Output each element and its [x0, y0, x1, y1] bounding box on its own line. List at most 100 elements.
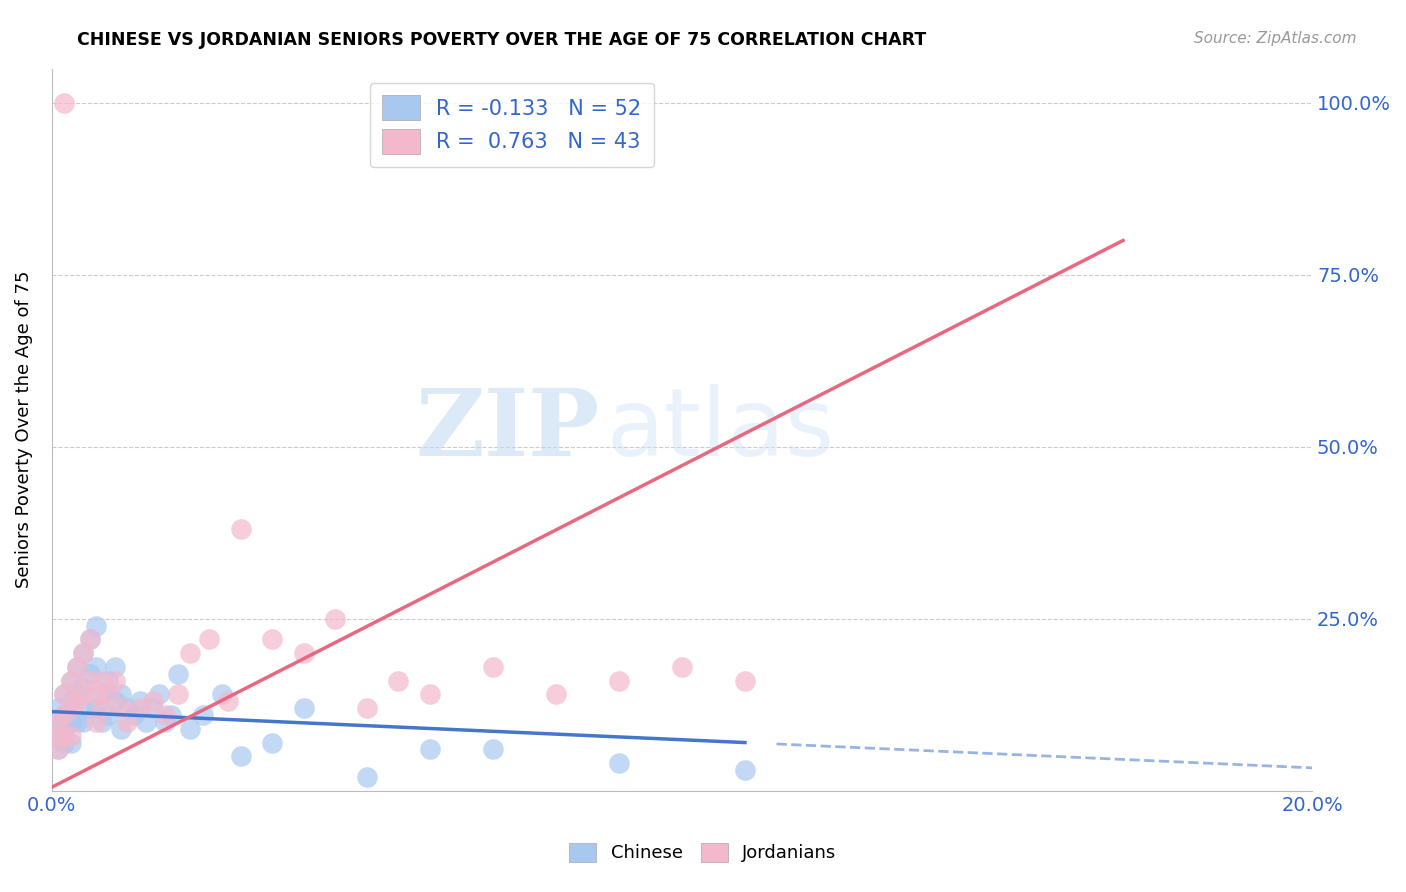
Point	[356, 701, 378, 715]
Point	[72, 687, 94, 701]
Point	[135, 714, 157, 729]
Text: atlas: atlas	[606, 384, 835, 475]
Point	[262, 632, 284, 647]
Point	[482, 660, 505, 674]
Point	[97, 673, 120, 688]
Point	[104, 660, 127, 674]
Point	[419, 742, 441, 756]
Point	[46, 742, 69, 756]
Point	[91, 701, 114, 715]
Point	[734, 673, 756, 688]
Point	[104, 694, 127, 708]
Point	[66, 660, 89, 674]
Point	[211, 687, 233, 701]
Point	[53, 687, 76, 701]
Point	[166, 687, 188, 701]
Point	[142, 701, 165, 715]
Point	[179, 722, 201, 736]
Point	[325, 612, 347, 626]
Point	[419, 687, 441, 701]
Point	[46, 701, 69, 715]
Point	[110, 722, 132, 736]
Point	[122, 708, 145, 723]
Point	[356, 770, 378, 784]
Point	[84, 701, 107, 715]
Point	[482, 742, 505, 756]
Y-axis label: Seniors Poverty Over the Age of 75: Seniors Poverty Over the Age of 75	[15, 271, 32, 589]
Point	[72, 646, 94, 660]
Point	[46, 729, 69, 743]
Point	[292, 646, 315, 660]
Point	[66, 687, 89, 701]
Point	[84, 687, 107, 701]
Point	[79, 701, 101, 715]
Point	[607, 673, 630, 688]
Point	[91, 687, 114, 701]
Point	[91, 714, 114, 729]
Point	[53, 708, 76, 723]
Point	[607, 756, 630, 771]
Point	[66, 694, 89, 708]
Point	[59, 694, 82, 708]
Point	[66, 714, 89, 729]
Point	[53, 95, 76, 110]
Point	[79, 632, 101, 647]
Point	[91, 673, 114, 688]
Point	[229, 749, 252, 764]
Point	[53, 687, 76, 701]
Point	[84, 714, 107, 729]
Point	[142, 694, 165, 708]
Point	[387, 673, 409, 688]
Point	[191, 708, 214, 723]
Point	[97, 687, 120, 701]
Point	[544, 687, 567, 701]
Point	[53, 708, 76, 723]
Point	[72, 681, 94, 695]
Point	[79, 666, 101, 681]
Point	[66, 660, 89, 674]
Point	[46, 742, 69, 756]
Point	[46, 714, 69, 729]
Point	[160, 708, 183, 723]
Point	[671, 660, 693, 674]
Point	[79, 673, 101, 688]
Point	[97, 708, 120, 723]
Text: CHINESE VS JORDANIAN SENIORS POVERTY OVER THE AGE OF 75 CORRELATION CHART: CHINESE VS JORDANIAN SENIORS POVERTY OVE…	[77, 31, 927, 49]
Point	[292, 701, 315, 715]
Point	[166, 666, 188, 681]
Text: ZIP: ZIP	[416, 384, 600, 475]
Point	[198, 632, 221, 647]
Point	[148, 687, 170, 701]
Point	[53, 722, 76, 736]
Point	[229, 522, 252, 536]
Point	[153, 714, 176, 729]
Point	[104, 673, 127, 688]
Point	[53, 735, 76, 749]
Point	[79, 632, 101, 647]
Point	[59, 701, 82, 715]
Point	[179, 646, 201, 660]
Point	[72, 714, 94, 729]
Point	[110, 701, 132, 715]
Text: Source: ZipAtlas.com: Source: ZipAtlas.com	[1194, 31, 1357, 46]
Point	[110, 687, 132, 701]
Point	[59, 673, 82, 688]
Point	[84, 618, 107, 632]
Point	[217, 694, 239, 708]
Point	[129, 701, 152, 715]
Point	[59, 735, 82, 749]
Point	[84, 660, 107, 674]
Point	[153, 708, 176, 723]
Point	[59, 714, 82, 729]
Legend: R = -0.133   N = 52, R =  0.763   N = 43: R = -0.133 N = 52, R = 0.763 N = 43	[370, 83, 654, 167]
Legend: Chinese, Jordanians: Chinese, Jordanians	[562, 836, 844, 870]
Point	[46, 729, 69, 743]
Point	[59, 673, 82, 688]
Point	[262, 735, 284, 749]
Point	[129, 694, 152, 708]
Point	[734, 763, 756, 777]
Point	[117, 701, 139, 715]
Point	[72, 646, 94, 660]
Point	[53, 729, 76, 743]
Point	[59, 729, 82, 743]
